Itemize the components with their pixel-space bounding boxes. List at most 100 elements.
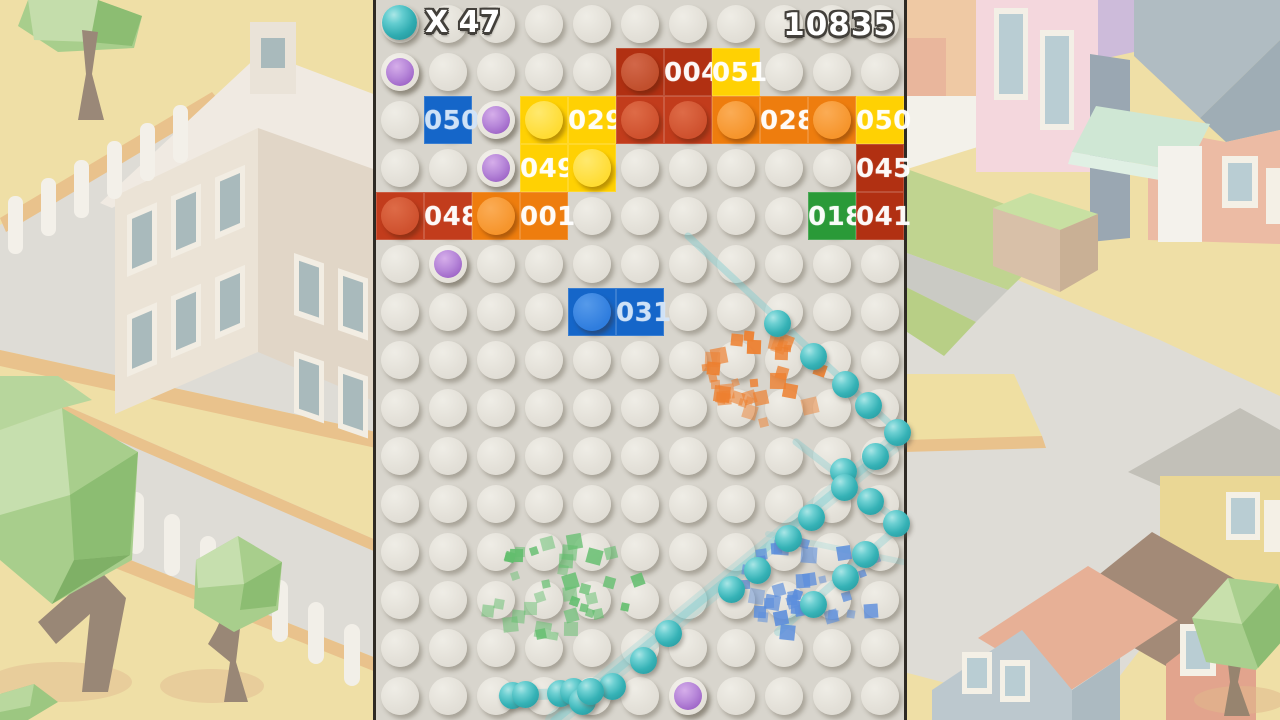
blue-brick-stud bbox=[573, 293, 611, 331]
board-stud bbox=[813, 629, 851, 667]
board-stud bbox=[717, 677, 755, 715]
board-stud bbox=[813, 5, 851, 43]
orange-burst-particle bbox=[749, 378, 758, 388]
board-stud bbox=[573, 53, 611, 91]
board-stud bbox=[813, 149, 851, 187]
brick-stud-red bbox=[664, 96, 712, 144]
board-stud bbox=[477, 5, 515, 43]
board-stud bbox=[669, 341, 707, 379]
brick-hit-count: 050 bbox=[856, 106, 912, 136]
board-stud bbox=[669, 149, 707, 187]
yellow-brick-stud bbox=[525, 101, 563, 139]
board-stud bbox=[621, 149, 659, 187]
board-stud bbox=[477, 245, 515, 283]
board-stud bbox=[525, 389, 563, 427]
purple-powerup bbox=[477, 101, 515, 139]
brick-hit-count: 001 bbox=[520, 202, 576, 232]
board-stud bbox=[381, 245, 419, 283]
board-stud bbox=[477, 53, 515, 91]
brick-hit-count: 045 bbox=[856, 154, 912, 184]
board-stud bbox=[429, 53, 467, 91]
board-stud bbox=[621, 437, 659, 475]
green-burst-particle bbox=[562, 585, 579, 602]
board-stud bbox=[381, 293, 419, 331]
green-burst-particle bbox=[602, 575, 616, 589]
board-stud bbox=[669, 5, 707, 43]
brick-number-yellow: 050 bbox=[856, 96, 912, 144]
teal-ball bbox=[831, 370, 859, 398]
board-stud bbox=[381, 389, 419, 427]
board-stud bbox=[861, 677, 899, 715]
board-stud bbox=[621, 581, 659, 619]
purple-powerup-core bbox=[386, 58, 414, 86]
board-stud bbox=[477, 485, 515, 523]
board-stud bbox=[621, 341, 659, 379]
board-stud bbox=[621, 677, 659, 715]
board-stud bbox=[861, 5, 899, 43]
board-stud bbox=[861, 245, 899, 283]
board-stud bbox=[477, 293, 515, 331]
board-stud bbox=[861, 293, 899, 331]
brick-stud-orange bbox=[712, 96, 760, 144]
board-stud bbox=[525, 341, 563, 379]
board-stud bbox=[525, 53, 563, 91]
teal-ball bbox=[851, 540, 879, 568]
board-stud bbox=[717, 485, 755, 523]
blue-burst-particle bbox=[827, 609, 839, 622]
board-stud bbox=[765, 197, 803, 235]
blue-burst-particle bbox=[753, 606, 767, 620]
board-stud bbox=[621, 5, 659, 43]
green-burst-particle bbox=[540, 578, 551, 589]
brick-number-darkred: 004 bbox=[664, 48, 719, 96]
board-stud bbox=[861, 53, 899, 91]
board-stud bbox=[525, 5, 563, 43]
purple-powerup bbox=[669, 677, 707, 715]
blue-burst-particle bbox=[773, 609, 790, 627]
board-stud bbox=[381, 101, 419, 139]
board-stud bbox=[573, 5, 611, 43]
board-stud bbox=[765, 53, 803, 91]
play-area[interactable]: 004 051 050 029 028 050 049 045 048 001 018 041 031 … bbox=[373, 0, 912, 720]
board-stud bbox=[573, 485, 611, 523]
brick-hit-count: 018 bbox=[808, 202, 864, 232]
brick-number-yellow: 029 bbox=[568, 96, 623, 144]
orange-brick-stud bbox=[717, 101, 755, 139]
teal-ball bbox=[856, 487, 884, 515]
board-stud bbox=[429, 149, 467, 187]
teal-ball bbox=[882, 509, 910, 537]
green-burst-particle bbox=[502, 616, 519, 634]
board-stud bbox=[477, 437, 515, 475]
board-stud bbox=[669, 389, 707, 427]
red-brick-stud bbox=[621, 101, 659, 139]
board-stud bbox=[525, 245, 563, 283]
purple-powerup-core bbox=[434, 250, 462, 278]
board-stud bbox=[717, 5, 755, 43]
brick-hit-count: 049 bbox=[520, 154, 576, 184]
purple-powerup-core bbox=[482, 106, 510, 134]
teal-ball bbox=[797, 503, 825, 531]
board-stud bbox=[813, 677, 851, 715]
brick-number-yellow: 051 bbox=[712, 48, 767, 96]
orange-burst-particle bbox=[704, 352, 720, 368]
brick-number-green: 018 bbox=[808, 192, 864, 240]
orange-burst-particle bbox=[757, 416, 769, 428]
teal-ball bbox=[831, 563, 859, 591]
board-stud bbox=[717, 293, 755, 331]
teal-ball bbox=[763, 309, 791, 337]
board-stud bbox=[765, 245, 803, 283]
board-stud bbox=[717, 245, 755, 283]
board-stud bbox=[573, 629, 611, 667]
teal-ball bbox=[629, 646, 657, 674]
purple-powerup-core bbox=[674, 682, 702, 710]
yellow-brick-stud bbox=[573, 149, 611, 187]
board-stud bbox=[381, 149, 419, 187]
red-brick-stud bbox=[669, 101, 707, 139]
board-stud bbox=[717, 149, 755, 187]
board-stud bbox=[381, 533, 419, 571]
board-stud bbox=[429, 629, 467, 667]
teal-ball bbox=[743, 556, 771, 584]
brick-stud-yellow bbox=[520, 96, 568, 144]
teal-ball bbox=[511, 680, 539, 708]
board-stud bbox=[381, 437, 419, 475]
